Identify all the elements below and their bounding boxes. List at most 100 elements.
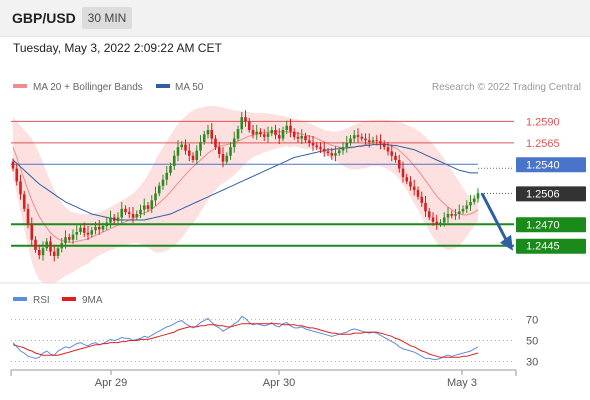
candle-body — [41, 248, 45, 256]
candle-body — [360, 136, 364, 139]
candle-body — [251, 130, 255, 135]
candle-body — [427, 211, 431, 218]
candle-body — [450, 214, 454, 216]
ma9-legend-label: 9MA — [82, 295, 103, 306]
rsi-legend-swatch — [13, 297, 27, 301]
candle-body — [94, 226, 97, 231]
rsi-tick-label: 70 — [526, 315, 538, 327]
candle-body — [195, 150, 199, 160]
candle-body — [364, 138, 367, 141]
x-tick-label: Apr 30 — [263, 377, 295, 389]
ma50-legend-label: MA 50 — [175, 82, 204, 93]
candle-body — [157, 185, 161, 194]
candle-body — [79, 227, 82, 232]
candle-body — [240, 117, 244, 130]
candle-body — [285, 125, 289, 130]
candle-body — [112, 217, 116, 221]
candle-body — [236, 129, 240, 139]
candle-body — [446, 214, 450, 218]
candle-body — [394, 155, 397, 160]
candle-body — [90, 230, 94, 235]
price-tag-label: 1.2565 — [526, 138, 560, 150]
candle-body — [187, 150, 191, 156]
candle-body — [244, 117, 247, 122]
price-tag-box — [516, 186, 586, 202]
price-tag-label: 1.2506 — [526, 188, 560, 200]
candle-body — [109, 217, 112, 223]
candle-body — [60, 243, 64, 249]
candle-body — [139, 209, 142, 214]
ma20-line — [12, 131, 479, 243]
x-tick-label: Apr 29 — [95, 377, 127, 389]
candle-body — [322, 148, 326, 152]
candle-body — [131, 214, 135, 218]
candle-body — [296, 136, 300, 139]
candle-body — [56, 248, 60, 256]
candle-body — [405, 177, 409, 182]
candle-body — [64, 237, 67, 244]
ma50-line — [12, 144, 478, 221]
candle-body — [307, 140, 311, 143]
candle-body — [442, 217, 446, 223]
candle-body — [412, 186, 416, 190]
candle-body — [229, 147, 232, 156]
candle-body — [19, 181, 22, 195]
candle-body — [270, 130, 274, 134]
candle-body — [124, 208, 127, 213]
candle-body — [345, 142, 349, 148]
forecast-arrow-shaft — [480, 192, 508, 241]
candle-body — [172, 155, 176, 166]
candle-body — [454, 214, 457, 216]
candle-body — [15, 168, 19, 182]
candle-body — [469, 202, 472, 206]
candle-body — [221, 154, 225, 162]
rsi-panel: RSI 9MA 70 50 30 — [11, 295, 538, 369]
candle-body — [30, 224, 34, 240]
candle-body — [367, 140, 371, 142]
candle-body — [439, 222, 442, 225]
candle-body — [86, 232, 90, 235]
candle-body — [330, 153, 334, 156]
price-tag-label: 1.2540 — [526, 159, 560, 171]
ma20-legend-label: MA 20 + Bollinger Bands — [33, 82, 143, 93]
copyright: Research © 2022 Trading Central — [432, 82, 581, 93]
price-tag-box — [516, 238, 586, 254]
candle-body — [161, 179, 165, 186]
candle-body — [352, 135, 356, 139]
candle-body — [435, 221, 439, 225]
candle-body — [180, 144, 184, 148]
candle-body — [232, 138, 236, 148]
candle-body — [390, 151, 394, 156]
price-tag-label: 1.2590 — [526, 116, 560, 128]
candle-body — [259, 131, 262, 135]
candle-body — [319, 147, 322, 149]
candle-body — [457, 211, 461, 214]
candle-body — [266, 133, 270, 137]
price-tag-label: 1.2445 — [526, 241, 560, 253]
candle-body — [315, 145, 319, 148]
candle-body — [49, 241, 52, 252]
price-panel: MA 20 + Bollinger Bands MA 50 Research ©… — [11, 82, 586, 285]
candle-body — [300, 136, 304, 139]
candle-body — [67, 237, 71, 240]
candle-body — [52, 251, 56, 256]
candle-body — [409, 181, 412, 187]
candle-body — [97, 226, 101, 230]
candle-body — [26, 208, 30, 225]
candle-body — [431, 217, 435, 222]
candle-body — [71, 234, 75, 240]
candle-body — [356, 135, 360, 137]
candle-body — [262, 134, 266, 137]
candle-body — [210, 130, 214, 139]
candle-body — [397, 160, 401, 169]
candle-body — [337, 150, 341, 154]
candle-body — [289, 125, 292, 132]
bollinger-band — [13, 106, 478, 285]
candle-body — [75, 232, 79, 235]
candle-body — [206, 130, 210, 135]
ma50-legend-swatch — [156, 84, 170, 88]
candle-body — [82, 227, 86, 233]
candle-body — [191, 155, 195, 160]
timeframe-button[interactable]: 30 MIN — [82, 7, 132, 29]
